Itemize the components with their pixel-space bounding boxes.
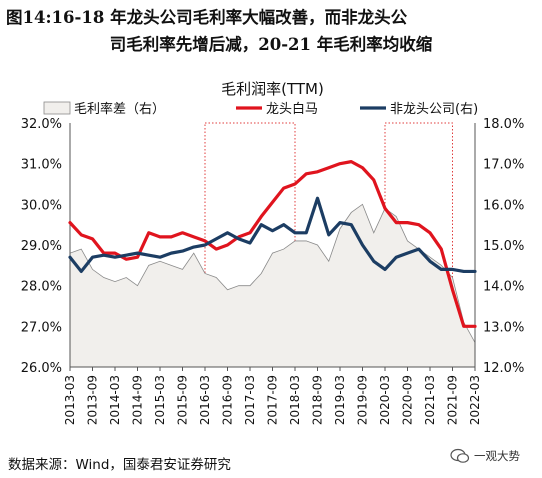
y-left-tick-label: 32.0% bbox=[21, 117, 62, 132]
gross-margin-chart: 毛利润率(TTM) 26.0% 27.0% 28.0% 29.0% 30.0% 31.0% 3… bbox=[21, 80, 525, 425]
x-tick-label: 2016-09 bbox=[221, 375, 235, 425]
y-left-tick-label: 29.0% bbox=[21, 239, 62, 254]
y-left-tick-label: 27.0% bbox=[21, 320, 62, 335]
legend-label-margin-diff: 毛利率差（右） bbox=[74, 101, 165, 117]
legend-swatch-margin-diff bbox=[43, 101, 71, 115]
x-tick-label: 2013-03 bbox=[63, 375, 77, 425]
y-right-tick-label: 14.0% bbox=[483, 280, 524, 295]
figure-title: 图14:16-18 年龙头公司毛利率大幅改善，而非龙头公 司毛利率先增后减，20… bbox=[0, 4, 542, 58]
y-right-tick-label: 17.0% bbox=[483, 158, 524, 173]
x-tick-label: 2020-09 bbox=[401, 375, 415, 425]
y-right-tick-label: 13.0% bbox=[483, 320, 524, 335]
watermark: 一观大势 bbox=[450, 448, 520, 464]
y-left-tick-label: 30.0% bbox=[21, 198, 62, 213]
x-tick-label: 2019-03 bbox=[333, 375, 347, 425]
y-left-tick-label: 31.0% bbox=[21, 158, 62, 173]
x-tick-label: 2015-03 bbox=[153, 375, 167, 425]
wechat-icon bbox=[450, 448, 470, 463]
y-right-tick-label: 18.0% bbox=[483, 117, 524, 132]
x-tick-label: 2016-03 bbox=[198, 375, 212, 425]
y-right-tick-label: 15.0% bbox=[483, 239, 524, 254]
x-tick-label: 2017-03 bbox=[243, 375, 257, 425]
x-tick-label: 2014-03 bbox=[108, 375, 122, 425]
legend-label-leading: 龙头白马 bbox=[266, 101, 318, 117]
figure-title-line1: 图14:16-18 年龙头公司毛利率大幅改善，而非龙头公 bbox=[6, 8, 408, 27]
x-tick-label: 2017-09 bbox=[266, 375, 280, 425]
legend-label-non-leading: 非龙头公司(右) bbox=[390, 102, 478, 117]
figure-title-line2: 司毛利率先增后减，20-21 年毛利率均收缩 bbox=[109, 35, 433, 54]
y-right-tick-label: 16.0% bbox=[483, 198, 524, 213]
x-tick-label: 2013-09 bbox=[86, 375, 100, 425]
series-area-margin-diff bbox=[69, 203, 476, 368]
x-tick-label: 2020-03 bbox=[378, 375, 392, 425]
y-right-tick-label: 12.0% bbox=[483, 361, 524, 376]
x-tick-label: 2018-03 bbox=[288, 375, 302, 425]
watermark-label: 一观大势 bbox=[474, 449, 520, 463]
x-tick-label: 2021-03 bbox=[423, 375, 437, 425]
x-tick-label: 2022-03 bbox=[468, 375, 482, 425]
y-left-tick-label: 26.0% bbox=[21, 361, 62, 376]
x-tick-label: 2014-09 bbox=[131, 375, 145, 425]
y-left-tick-label: 28.0% bbox=[21, 280, 62, 295]
x-tick-label: 2015-09 bbox=[176, 375, 190, 425]
x-tick-label: 2019-09 bbox=[356, 375, 370, 425]
data-source-note: 数据来源：Wind，国泰君安证券研究 bbox=[8, 457, 231, 473]
chart-title: 毛利润率(TTM) bbox=[221, 80, 324, 98]
series-line-leading-blue-chips bbox=[68, 160, 477, 328]
x-tick-label: 2018-09 bbox=[311, 375, 325, 425]
series-line-non-leading-companies bbox=[68, 196, 477, 274]
x-tick-label: 2021-09 bbox=[446, 375, 460, 425]
